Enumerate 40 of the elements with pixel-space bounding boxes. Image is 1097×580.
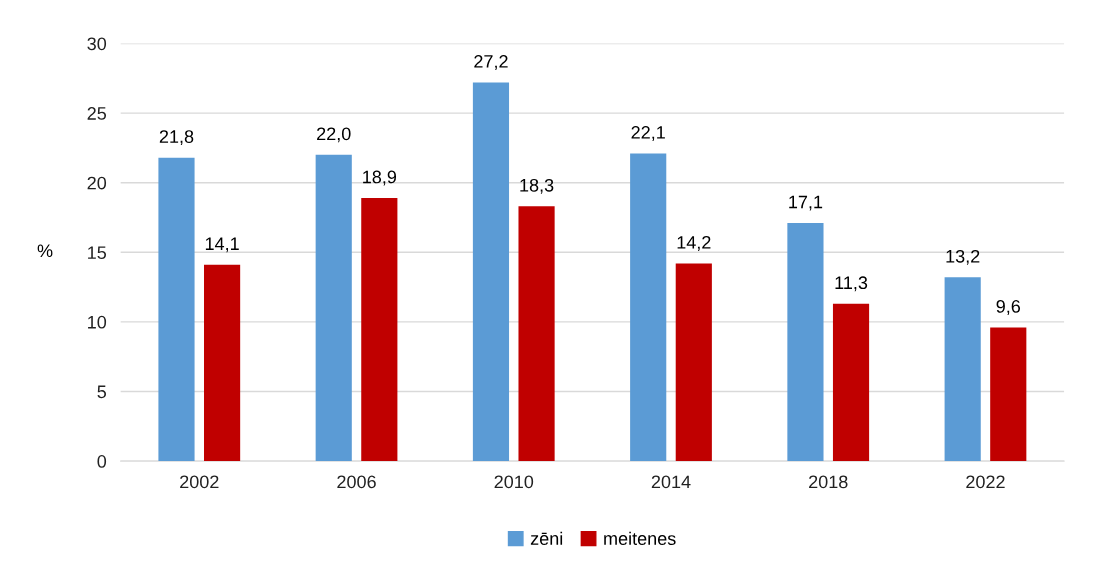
x-tick-label: 2010 xyxy=(494,475,534,489)
x-tick-label: 2006 xyxy=(337,475,376,489)
bar xyxy=(832,303,870,462)
y-tick-label: 30 xyxy=(87,37,107,51)
bar xyxy=(990,327,1027,462)
data-label: 9,6 xyxy=(996,300,1021,315)
bar xyxy=(944,277,981,462)
data-label: 27,2 xyxy=(474,55,508,70)
y-tick-label: 20 xyxy=(87,176,107,190)
bar xyxy=(630,153,667,462)
bar xyxy=(315,154,352,462)
y-tick-label: 10 xyxy=(88,315,107,329)
data-label: 22,0 xyxy=(317,127,351,143)
y-tick-label: 0 xyxy=(97,455,107,468)
data-label: 22,1 xyxy=(631,126,665,141)
data-label: 18,3 xyxy=(520,178,554,194)
x-tick-label: 2018 xyxy=(809,475,848,489)
bar xyxy=(518,206,555,462)
bar xyxy=(204,264,241,462)
y-tick-label: 25 xyxy=(87,107,107,120)
y-axis-title: % xyxy=(37,244,53,258)
data-label: 17,1 xyxy=(789,195,823,211)
y-tick-label: 5 xyxy=(97,385,107,399)
x-tick-label: 2002 xyxy=(180,475,219,489)
data-label: 21,8 xyxy=(159,130,194,146)
x-tick-label: 2022 xyxy=(966,475,1005,489)
data-label: 13,2 xyxy=(946,249,980,265)
bar xyxy=(472,82,510,462)
data-label: 14,1 xyxy=(205,237,239,253)
x-tick-label: 2014 xyxy=(651,475,691,489)
bar xyxy=(158,157,195,462)
data-label: 18,9 xyxy=(363,170,397,186)
bar xyxy=(675,263,712,462)
y-tick-label: 15 xyxy=(88,246,107,260)
data-label: 14,2 xyxy=(677,235,711,251)
legend-label: zēni xyxy=(530,531,563,545)
legend-label: meitenes xyxy=(604,531,676,545)
data-label: 11,3 xyxy=(835,276,868,292)
bar xyxy=(787,223,824,462)
bar xyxy=(361,198,398,462)
